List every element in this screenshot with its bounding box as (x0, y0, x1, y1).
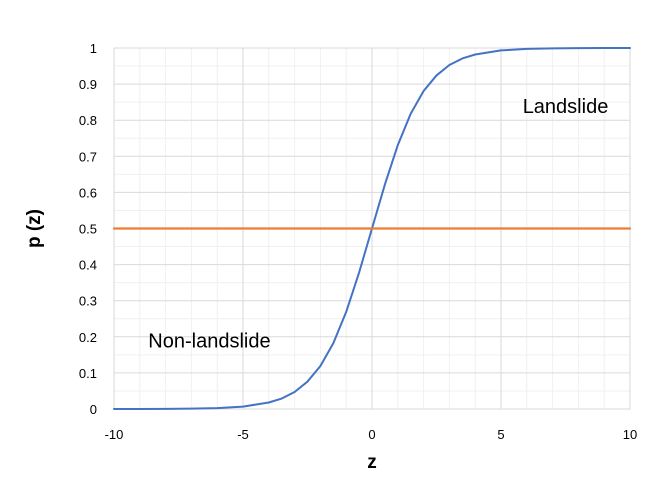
y-tick-label: 0.5 (79, 222, 97, 237)
x-tick-label: 0 (368, 427, 375, 442)
y-tick-label: 0.8 (79, 113, 97, 128)
y-tick-label: 0 (90, 402, 97, 417)
y-tick-label: 0.9 (79, 77, 97, 92)
annotations: Landslide Non-landslide (148, 96, 608, 353)
x-axis-tick-labels: -10 -5 0 5 10 (105, 427, 638, 442)
x-tick-label: -10 (105, 427, 124, 442)
annotation-label: Landslide (523, 96, 609, 118)
x-tick-label: 10 (623, 427, 637, 442)
y-tick-label: 0.6 (79, 185, 97, 200)
y-tick-label: 0.1 (79, 366, 97, 381)
y-axis-title: p (z) (24, 209, 45, 248)
y-axis-tick-labels: 0 0.1 0.2 0.3 0.4 0.5 0.6 0.7 0.8 0.9 1 (79, 41, 97, 417)
y-tick-label: 0.2 (79, 330, 97, 345)
annotation-label: Non-landslide (148, 330, 270, 352)
y-tick-label: 0.4 (79, 258, 97, 273)
x-axis-title: z (367, 452, 377, 473)
x-tick-label: -5 (237, 427, 249, 442)
y-tick-label: 0.3 (79, 294, 97, 309)
y-tick-label: 1 (90, 41, 97, 56)
x-tick-label: 5 (497, 427, 504, 442)
series-layer (112, 47, 632, 410)
y-tick-label: 0.7 (79, 149, 97, 164)
